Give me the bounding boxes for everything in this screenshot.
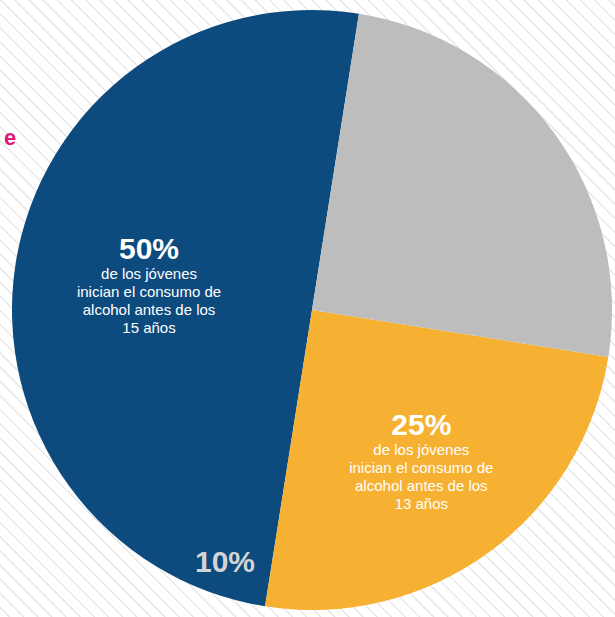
svg-text:25%: 25% <box>391 408 451 441</box>
svg-text:alcohol antes de los: alcohol antes de los <box>83 301 216 318</box>
svg-text:de los jóvenes: de los jóvenes <box>101 265 197 282</box>
svg-text:inician el consumo de: inician el consumo de <box>349 459 493 476</box>
svg-text:e: e <box>4 125 16 150</box>
svg-text:10%: 10% <box>195 545 255 578</box>
svg-text:de los jóvenes: de los jóvenes <box>373 441 469 458</box>
svg-text:50%: 50% <box>119 232 179 265</box>
svg-text:alcohol antes de los: alcohol antes de los <box>355 477 488 494</box>
svg-text:15 años: 15 años <box>122 319 175 336</box>
svg-text:inician el consumo de: inician el consumo de <box>77 283 221 300</box>
svg-text:13 años: 13 años <box>395 495 448 512</box>
